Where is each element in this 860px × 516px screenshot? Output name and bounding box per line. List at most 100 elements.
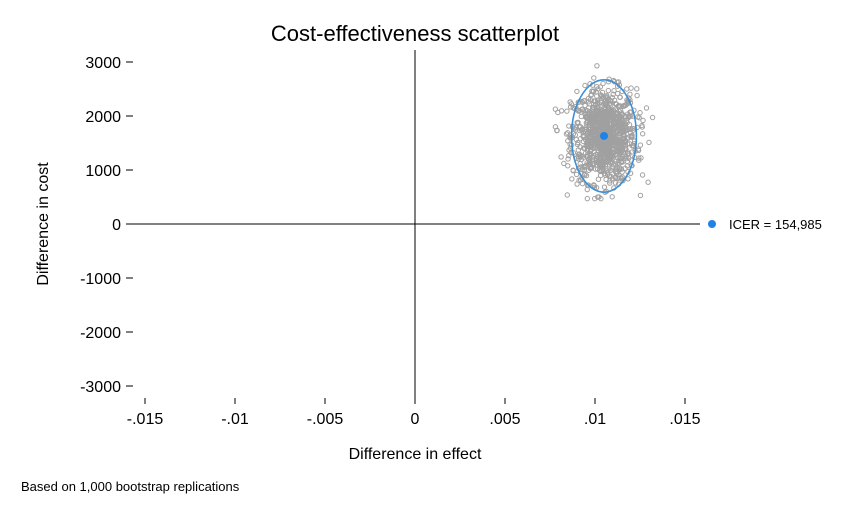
bootstrap-point: [573, 171, 580, 178]
bootstrap-point: [558, 108, 565, 114]
bootstrap-point: [624, 86, 630, 92]
bootstrap-point: [611, 87, 617, 94]
y-tick-label: -3000: [80, 379, 121, 396]
bootstrap-point: [605, 125, 611, 131]
bootstrap-point: [564, 192, 570, 198]
bootstrap-point: [597, 168, 604, 175]
bootstrap-point: [614, 134, 620, 140]
bootstrap-point: [616, 123, 623, 129]
bootstrap-point: [619, 119, 625, 126]
legend-label: ICER = 154,985: [729, 217, 822, 232]
bootstrap-point: [595, 176, 602, 182]
y-axis: 3000 2000 1000 0 -1000 -2000 -3000: [80, 55, 133, 396]
bootstrap-point: [598, 143, 604, 150]
bootstrap-point: [630, 127, 636, 133]
bootstrap-point: [595, 130, 601, 136]
y-tick-label: 1000: [85, 163, 121, 180]
bootstrap-point: [581, 167, 587, 173]
bootstrap-point: [582, 82, 588, 89]
bootstrap-point: [588, 144, 595, 150]
bootstrap-point: [629, 149, 636, 155]
bootstrap-point: [587, 97, 593, 103]
x-tick-label: -.015: [127, 411, 164, 428]
bootstrap-point: [636, 115, 642, 121]
bootstrap-point: [636, 155, 642, 161]
bootstrap-point: [565, 163, 571, 169]
legend-marker: [708, 220, 716, 228]
bootstrap-point: [613, 116, 619, 122]
y-tick-label: 3000: [85, 55, 121, 72]
bootstrap-point: [634, 92, 640, 99]
y-tick-label: 0: [112, 217, 121, 234]
bootstrap-point: [603, 109, 609, 115]
bootstrap-point: [574, 88, 580, 95]
bootstrap-point: [612, 161, 619, 167]
bootstrap-point: [646, 139, 652, 146]
bootstrap-point: [588, 164, 594, 170]
bootstrap-point: [604, 151, 611, 158]
bootstrap-point: [575, 147, 582, 153]
bootstrap-point: [578, 164, 584, 170]
bootstrap-point: [591, 182, 597, 188]
bootstrap-point: [569, 176, 575, 182]
bootstrap-point: [606, 173, 613, 179]
bootstrap-point: [622, 128, 628, 134]
bootstrap-point: [645, 179, 651, 185]
bootstrap-point: [590, 154, 596, 160]
bootstrap-point: [591, 75, 597, 81]
bootstrap-point: [564, 108, 570, 114]
bootstrap-point: [575, 119, 581, 126]
bootstrap-point: [591, 122, 597, 129]
bootstrap-point: [617, 94, 623, 100]
bootstrap-point: [624, 149, 631, 155]
bootstrap-point: [634, 124, 640, 131]
bootstrap-point: [637, 110, 643, 116]
bootstrap-point: [625, 135, 632, 141]
y-tick-label: -2000: [80, 325, 121, 342]
x-tick-label: -.005: [307, 411, 344, 428]
bootstrap-point: [579, 166, 585, 173]
bootstrap-point: [575, 139, 581, 146]
bootstrap-point: [597, 84, 604, 90]
bootstrap-point: [584, 154, 591, 160]
bootstrap-point: [623, 146, 629, 152]
bootstrap-point: [570, 167, 576, 173]
x-tick-label: .015: [669, 411, 700, 428]
bootstrap-point: [639, 131, 646, 137]
bootstrap-point: [552, 124, 559, 130]
bootstrap-point: [607, 180, 613, 186]
bootstrap-point: [567, 104, 574, 110]
bootstrap-point: [627, 126, 633, 132]
bootstrap-point: [578, 113, 585, 120]
bootstrap-point: [587, 152, 593, 159]
bootstrap-point: [564, 130, 571, 136]
bootstrap-point: [575, 108, 582, 114]
bootstrap-point: [603, 97, 609, 104]
bootstrap-point: [636, 157, 642, 163]
bootstrap-point: [584, 107, 590, 114]
y-tick-label: -1000: [80, 271, 121, 288]
bootstrap-point: [637, 142, 644, 148]
bootstrap-point: [593, 89, 599, 95]
bootstrap-point: [577, 123, 584, 130]
bootstrap-point: [580, 134, 586, 140]
bootstrap-point: [607, 100, 613, 106]
bootstrap-point: [608, 134, 615, 140]
bootstrap-point: [640, 117, 646, 124]
legend: ICER = 154,985: [708, 217, 822, 232]
x-tick-label: .01: [584, 411, 606, 428]
x-tick-label: 0: [411, 411, 420, 428]
bootstrap-point: [584, 160, 590, 166]
bootstrap-point: [592, 195, 598, 202]
bootstrap-point: [626, 141, 633, 147]
bootstrap-point: [578, 109, 584, 115]
x-tick-label: -.01: [221, 411, 249, 428]
bootstrap-point: [621, 102, 628, 108]
bootstrap-point: [582, 145, 588, 152]
bootstrap-point: [618, 175, 625, 182]
bootstrap-point: [581, 108, 587, 114]
bootstrap-point: [572, 132, 579, 138]
bootstrap-point: [612, 100, 619, 107]
bootstrap-point: [609, 94, 615, 101]
